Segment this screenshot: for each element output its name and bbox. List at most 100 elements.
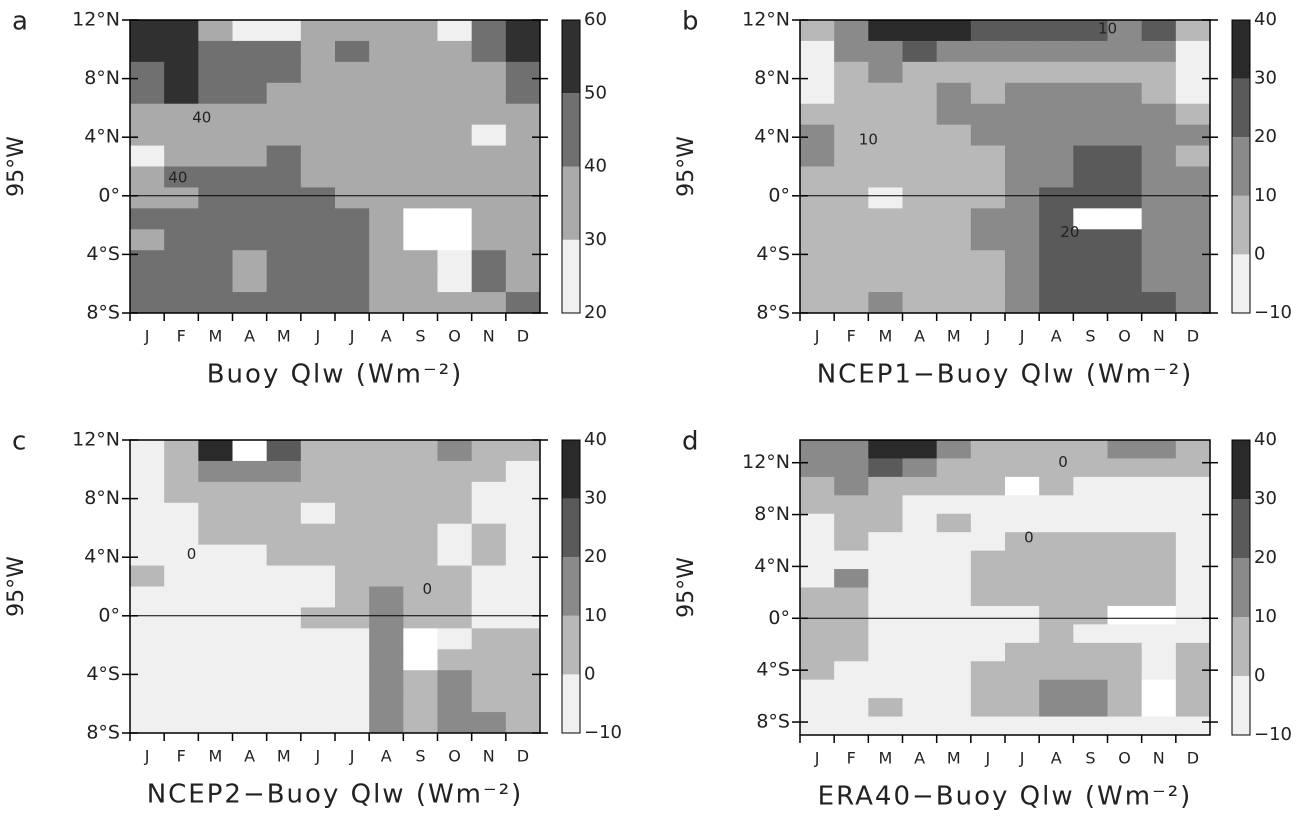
cell xyxy=(800,605,835,625)
cell xyxy=(1107,587,1143,607)
cell xyxy=(1141,495,1177,515)
cell xyxy=(232,649,268,671)
cell xyxy=(834,124,869,147)
cell xyxy=(198,670,233,692)
cell xyxy=(1073,166,1108,188)
cell xyxy=(902,661,938,681)
x-tick-label: N xyxy=(1153,749,1165,768)
cell xyxy=(505,250,541,272)
cell xyxy=(1039,187,1074,209)
cell xyxy=(471,229,507,251)
cell xyxy=(130,20,165,42)
cell xyxy=(369,20,404,42)
colorbar-frame xyxy=(1231,439,1251,736)
cell xyxy=(471,292,507,314)
colorbar-frame xyxy=(561,439,581,734)
cell xyxy=(834,605,869,625)
y-tick-label: 4°N xyxy=(754,126,790,148)
cell xyxy=(335,607,370,629)
cell xyxy=(471,440,507,462)
cell xyxy=(266,481,302,504)
cell xyxy=(437,712,473,734)
cell xyxy=(1073,61,1108,84)
cell xyxy=(130,208,165,230)
cell xyxy=(369,187,404,209)
cell xyxy=(1005,61,1040,84)
cell xyxy=(232,61,268,84)
cell xyxy=(266,523,302,546)
y-tick-label: 12°N xyxy=(742,9,790,31)
cell xyxy=(800,532,835,552)
contour-label: 0 xyxy=(187,545,197,563)
cell xyxy=(471,586,507,608)
cell xyxy=(505,187,541,209)
cell xyxy=(1107,440,1143,459)
cell xyxy=(300,607,336,629)
cell xyxy=(1073,208,1108,230)
cell xyxy=(164,544,199,567)
y-tick-label: 12°N xyxy=(72,429,120,451)
cell xyxy=(800,476,835,496)
cell xyxy=(1141,187,1177,209)
panel-label: c xyxy=(12,427,26,457)
cell xyxy=(868,587,903,607)
contour-label: 20 xyxy=(1060,223,1079,241)
cell xyxy=(1039,661,1074,681)
cell xyxy=(936,124,972,147)
colorbar-label: −10 xyxy=(1254,724,1292,745)
x-axis-label: ERA40−Buoy Qlw (Wm⁻²) xyxy=(818,782,1193,812)
cell xyxy=(800,624,835,644)
cell xyxy=(902,605,938,625)
cell xyxy=(1039,40,1074,63)
cell xyxy=(198,124,233,147)
cell xyxy=(800,250,835,272)
x-tick-label: M xyxy=(947,327,961,346)
cell xyxy=(403,271,438,293)
cell xyxy=(164,670,199,692)
cell xyxy=(1141,208,1177,230)
cell xyxy=(471,691,507,713)
cell xyxy=(834,145,869,167)
cell xyxy=(505,460,541,483)
cell xyxy=(868,292,903,314)
colorbar-swatch xyxy=(1232,499,1250,558)
cell xyxy=(403,20,438,42)
cell xyxy=(164,82,199,105)
cell xyxy=(232,292,268,314)
cell xyxy=(970,271,1006,293)
x-tick-label: O xyxy=(448,747,461,766)
cell xyxy=(902,166,938,188)
cell xyxy=(471,565,507,587)
cell xyxy=(970,716,1006,736)
cell xyxy=(164,271,199,293)
cell xyxy=(130,565,165,587)
cell xyxy=(970,642,1006,662)
x-tick-label: J xyxy=(349,327,355,346)
cell xyxy=(1175,605,1211,625)
colorbar-label: 40 xyxy=(1254,429,1277,450)
y-axis-label: 95°W xyxy=(674,136,699,197)
cell xyxy=(970,569,1006,588)
cell xyxy=(130,40,165,63)
cell xyxy=(369,649,404,671)
cell xyxy=(936,440,972,459)
cell xyxy=(902,292,938,314)
cell xyxy=(300,40,336,63)
cell xyxy=(1005,20,1040,42)
cell xyxy=(868,40,903,63)
cell xyxy=(868,271,903,293)
x-tick-label: J xyxy=(985,327,991,346)
colorbar-label: 60 xyxy=(584,9,607,30)
cell xyxy=(471,166,507,188)
cell xyxy=(834,495,869,515)
cell xyxy=(266,82,302,105)
cell xyxy=(902,124,938,147)
cell xyxy=(471,187,507,209)
cell xyxy=(1005,495,1040,515)
colorbar-swatch xyxy=(1232,617,1250,676)
y-tick-label: 0° xyxy=(98,604,120,626)
cell xyxy=(232,712,268,734)
cell xyxy=(868,82,903,105)
cell xyxy=(1005,624,1040,644)
cell xyxy=(369,670,404,692)
